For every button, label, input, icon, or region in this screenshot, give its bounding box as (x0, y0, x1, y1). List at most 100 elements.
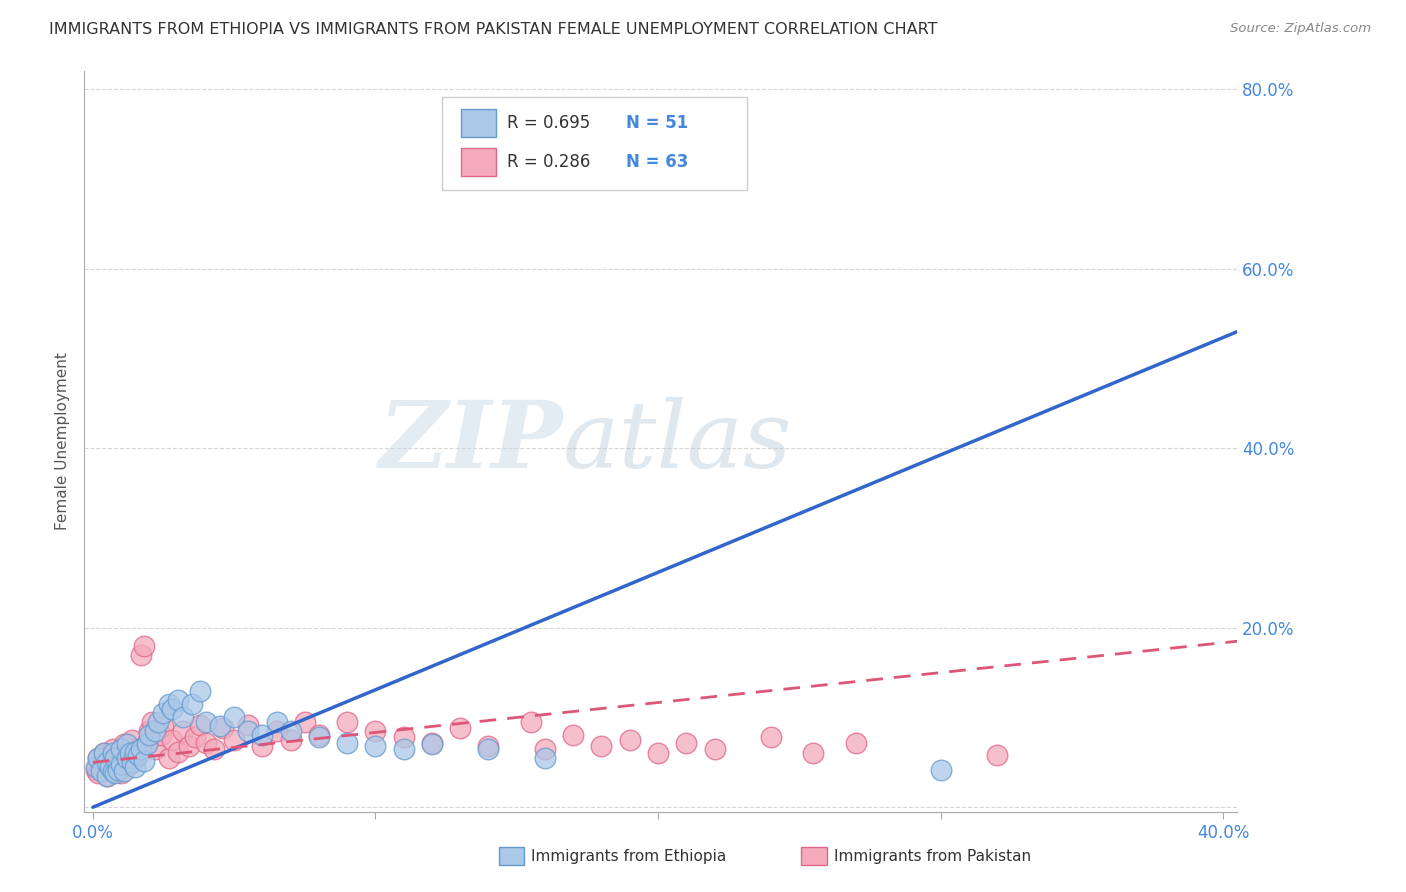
Point (224, 733, 246, 747)
Point (194, 714, 217, 729)
Point (266, 723, 288, 738)
Point (188, 717, 211, 731)
Point (90, 760, 112, 774)
Point (675, 736, 697, 750)
Point (152, 719, 174, 733)
Point (420, 736, 443, 750)
Point (152, 706, 174, 720)
Point (124, 751, 146, 765)
Point (115, 745, 138, 759)
Point (803, 747, 825, 761)
Point (143, 723, 166, 738)
Point (112, 764, 135, 779)
Point (90, 764, 112, 779)
Point (118, 757, 141, 772)
Point (534, 742, 557, 756)
Point (183, 730, 205, 744)
Point (392, 730, 415, 744)
Point (146, 714, 169, 729)
Point (141, 714, 163, 729)
Point (266, 714, 288, 729)
Point (929, 763, 952, 777)
Point (986, 748, 1008, 763)
Point (308, 728, 330, 742)
Point (477, 739, 499, 754)
Point (129, 648, 152, 662)
Point (138, 723, 160, 738)
Point (127, 742, 149, 756)
Point (87, 751, 110, 765)
Point (420, 738, 443, 752)
Point (477, 742, 499, 756)
Point (172, 710, 194, 724)
Point (104, 766, 127, 780)
Point (107, 763, 129, 777)
Point (115, 751, 138, 765)
Point (110, 748, 132, 763)
Point (759, 730, 782, 744)
Point (208, 719, 231, 733)
Point (98, 760, 121, 774)
Point (121, 733, 143, 747)
Point (224, 710, 246, 724)
Point (121, 756, 143, 770)
Bar (461, 148, 496, 176)
Point (172, 723, 194, 738)
Point (845, 736, 868, 750)
Text: Immigrants from Ethiopia: Immigrants from Ethiopia (531, 849, 727, 863)
Point (211, 721, 233, 735)
Text: Source: ZipAtlas.com: Source: ZipAtlas.com (1230, 22, 1371, 36)
Point (238, 723, 260, 738)
Point (520, 714, 543, 729)
Point (238, 717, 260, 731)
Bar (461, 109, 496, 136)
Point (87, 766, 110, 780)
Text: IMMIGRANTS FROM ETHIOPIA VS IMMIGRANTS FROM PAKISTAN FEMALE UNEMPLOYMENT CORRELA: IMMIGRANTS FROM ETHIOPIA VS IMMIGRANTS F… (49, 22, 938, 37)
Point (252, 739, 274, 754)
Point (110, 757, 132, 772)
Point (124, 745, 146, 759)
Point (101, 742, 124, 756)
Point (96, 754, 118, 768)
Point (336, 736, 359, 750)
Y-axis label: Female Unemployment: Female Unemployment (55, 352, 70, 531)
Point (619, 733, 641, 747)
Point (101, 764, 124, 779)
Text: Immigrants from Pakistan: Immigrants from Pakistan (834, 849, 1031, 863)
Point (84, 763, 107, 777)
Text: ZIP: ZIP (378, 397, 562, 486)
Point (160, 701, 183, 715)
Point (294, 714, 316, 729)
Point (132, 754, 155, 768)
Point (135, 736, 157, 750)
Point (84, 760, 107, 774)
Point (124, 760, 146, 774)
Point (280, 723, 302, 738)
Point (93, 747, 115, 761)
Point (96, 769, 118, 783)
Point (252, 728, 274, 742)
Text: N = 51: N = 51 (626, 113, 689, 132)
Point (157, 751, 180, 765)
Point (449, 721, 471, 735)
Text: atlas: atlas (562, 397, 793, 486)
Point (308, 730, 330, 744)
Point (534, 751, 557, 765)
Point (166, 692, 188, 706)
Point (115, 738, 138, 752)
Point (112, 738, 135, 752)
Point (194, 736, 217, 750)
Point (336, 714, 359, 729)
Point (107, 763, 129, 777)
Point (96, 769, 118, 783)
Point (364, 723, 387, 738)
Point (166, 745, 188, 759)
Point (180, 697, 202, 711)
Point (87, 751, 110, 765)
Point (160, 733, 183, 747)
Point (104, 751, 127, 765)
Point (591, 739, 613, 754)
Point (703, 742, 725, 756)
Point (149, 728, 172, 742)
Text: R = 0.286: R = 0.286 (508, 153, 591, 171)
